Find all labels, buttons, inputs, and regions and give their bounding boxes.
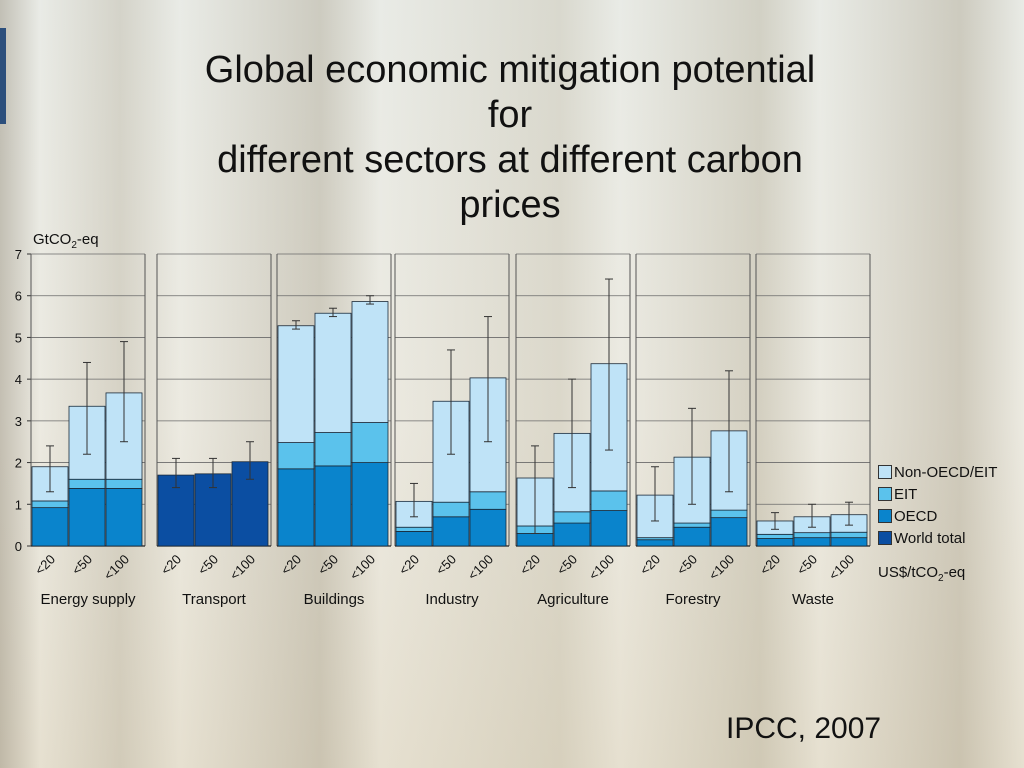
bar-oecd: [636, 539, 674, 547]
bar-eit: [710, 509, 748, 519]
legend-label-non-oecd-eit: Non-OECD/EIT: [894, 463, 998, 481]
y-tick-label: 0: [15, 539, 22, 554]
y-axis-unit-label: GtCO2-eq: [33, 231, 99, 251]
x-tick-label: <20: [396, 552, 422, 578]
y-tick-label: 5: [15, 330, 22, 345]
bar-oecd: [105, 488, 143, 547]
sector-label: Forestry: [665, 591, 721, 608]
legend-label-eit: EIT: [894, 485, 918, 503]
chart-legend: Non-OECD/EIT EIT OECD World total: [878, 461, 997, 549]
x-tick-label: <20: [757, 552, 783, 578]
sector-label: Waste: [792, 591, 834, 608]
x-tick-label: <50: [69, 552, 95, 578]
bar-oecd: [432, 516, 470, 547]
x-tick-label: <20: [517, 552, 543, 578]
bar-oecd: [756, 538, 794, 547]
bar-eit: [469, 491, 507, 510]
source-citation: IPCC, 2007: [726, 712, 882, 745]
bar-eit: [105, 478, 143, 489]
legend-swatch-oecd: [878, 509, 892, 523]
legend-swatch-eit: [878, 487, 892, 501]
legend-swatch-non-oecd-eit: [878, 465, 892, 479]
bar-oecd: [277, 468, 315, 547]
bar-eit: [314, 432, 352, 467]
bar-non-oecd-eit: [314, 312, 352, 433]
bar-eit: [756, 533, 794, 539]
x-tick-label: <20: [637, 552, 663, 578]
x-tick-label: <100: [101, 552, 132, 583]
x-tick-label: <100: [227, 552, 258, 583]
x-tick-label: <100: [465, 552, 496, 583]
legend-label-oecd: OECD: [894, 507, 938, 525]
bar-oecd: [31, 507, 69, 547]
legend-item-oecd: OECD: [878, 505, 997, 527]
bar-eit: [68, 478, 106, 489]
y-tick-label: 3: [15, 414, 22, 429]
x-tick-label: <50: [433, 552, 459, 578]
slide-title: Global economic mitigation potential for…: [204, 49, 816, 226]
x-tick-label: <20: [278, 552, 304, 578]
sector-label: Agriculture: [537, 591, 609, 608]
y-tick-label: 7: [15, 247, 22, 262]
legend-item-non-oecd-eit: Non-OECD/EIT: [878, 461, 997, 483]
x-tick-label: <100: [586, 552, 617, 583]
bar-eit: [432, 501, 470, 518]
x-tick-label: <50: [554, 552, 580, 578]
bar-oecd: [590, 510, 628, 547]
legend-item-eit: EIT: [878, 483, 997, 505]
legend-item-world-total: World total: [878, 527, 997, 549]
legend-swatch-world-total: [878, 531, 892, 545]
x-axis-unit-label: US$/tCO2-eq: [878, 564, 966, 584]
x-tick-label: <100: [706, 552, 737, 583]
sector-label: Buildings: [304, 591, 365, 608]
x-tick-label: <100: [826, 552, 857, 583]
bar-oecd: [553, 522, 591, 547]
x-tick-label: <20: [32, 552, 58, 578]
bar-eit: [277, 442, 315, 470]
bar-oecd: [351, 462, 389, 547]
bar-oecd: [830, 537, 868, 547]
sector-label: Energy supply: [40, 591, 136, 608]
x-tick-label: <50: [674, 552, 700, 578]
bar-eit: [395, 526, 433, 532]
bar-non-oecd-eit: [277, 325, 315, 443]
y-tick-label: 6: [15, 289, 22, 304]
bar-oecd: [710, 517, 748, 547]
bar-oecd: [469, 508, 507, 547]
sector-label: Transport: [182, 591, 246, 608]
bar-oecd: [516, 533, 554, 547]
bar-eit: [351, 422, 389, 463]
y-tick-label: 4: [15, 372, 22, 387]
bar-non-oecd-eit: [351, 301, 389, 423]
y-tick-label: 2: [15, 456, 22, 471]
x-tick-label: <50: [315, 552, 341, 578]
bar-oecd: [673, 526, 711, 547]
sector-label: Industry: [425, 591, 479, 608]
bar-eit: [31, 500, 69, 509]
bar-eit: [590, 490, 628, 511]
bar-oecd: [793, 537, 831, 547]
bar-eit: [793, 532, 831, 539]
y-tick-label: 1: [15, 497, 22, 512]
x-tick-label: <20: [158, 552, 184, 578]
bar-oecd: [314, 465, 352, 547]
x-tick-label: <100: [347, 552, 378, 583]
bar-oecd: [395, 531, 433, 547]
x-tick-label: <50: [794, 552, 820, 578]
x-tick-label: <50: [195, 552, 221, 578]
slide-accent-bar: [0, 28, 6, 124]
bar-eit: [830, 531, 868, 539]
bar-eit: [553, 511, 591, 524]
bar-oecd: [68, 488, 106, 547]
legend-label-world-total: World total: [894, 529, 966, 547]
bar-eit: [673, 522, 711, 528]
